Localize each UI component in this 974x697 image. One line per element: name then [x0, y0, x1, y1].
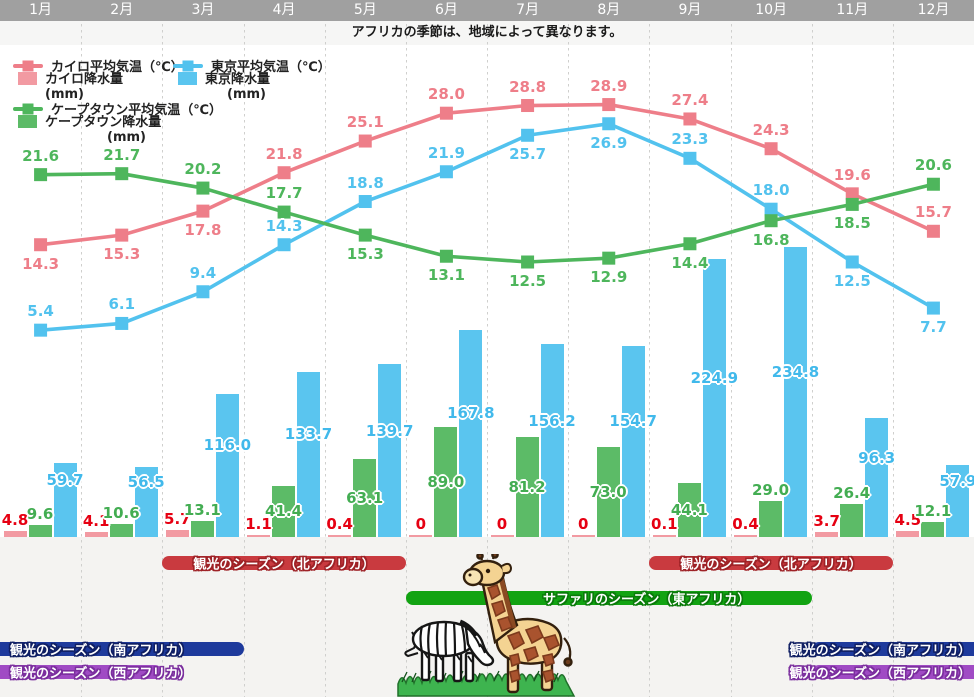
legend-item-capetown-rain: ケープタウン降水量 (mm) — [18, 115, 161, 145]
legend-label: 東京降水量 — [205, 72, 271, 87]
month-label: 9月 — [649, 0, 731, 21]
temp-point-marker — [845, 197, 859, 211]
giraffe-zebra-illustration — [397, 554, 576, 697]
month-gridline — [568, 0, 570, 697]
month-label: 2月 — [81, 0, 163, 21]
legend-label: カイロ平均気温（℃） — [51, 60, 184, 75]
temp-point-marker — [439, 249, 453, 263]
temp-point-marker — [196, 285, 210, 299]
month-label: 8月 — [568, 0, 650, 21]
month-gridline — [892, 0, 894, 697]
temp-point-marker — [34, 168, 48, 182]
temp-point-marker — [34, 323, 48, 337]
cairo-bar-swatch-icon — [18, 72, 37, 85]
temp-point-marker — [277, 205, 291, 219]
month-gridline — [730, 0, 732, 697]
temp-point-marker — [115, 316, 129, 330]
legend-label: ケープタウン降水量 — [45, 115, 162, 130]
month-gridline — [243, 0, 245, 697]
giraffe — [462, 554, 573, 694]
temp-point-marker — [926, 301, 940, 315]
legend-label: カイロ降水量 — [45, 72, 124, 87]
temp-point-marker — [845, 255, 859, 269]
legend-item-cairo-rain: カイロ降水量 (mm) — [18, 72, 123, 102]
month-gridline — [81, 0, 83, 697]
month-label: 4月 — [243, 0, 325, 21]
cairo-line-swatch-icon — [13, 60, 43, 71]
temp-point-marker — [683, 112, 697, 126]
month-label: 7月 — [487, 0, 569, 21]
temp-point-marker — [34, 238, 48, 252]
month-label: 5月 — [324, 0, 406, 21]
temp-point-marker — [683, 151, 697, 165]
month-label: 6月 — [405, 0, 488, 21]
capetown-line-swatch-icon — [13, 103, 43, 114]
legend-item-cairo-temp: カイロ平均気温（℃） — [13, 56, 184, 75]
legend-item-tokyo-rain: 東京降水量 (mm) — [178, 72, 270, 102]
month-label: 12月 — [892, 0, 974, 21]
capetown-bar-swatch-icon — [18, 115, 37, 128]
month-label: 10月 — [730, 0, 812, 21]
legend-item-capetown-temp: ケープタウン平均気温（℃） — [13, 99, 222, 118]
month-gridline — [811, 0, 813, 697]
temp-point-marker — [277, 238, 291, 252]
tokyo-line-swatch-icon — [173, 60, 203, 71]
temp-point-marker — [683, 237, 697, 251]
temp-point-marker — [845, 187, 859, 201]
month-header: 1月 2月 3月 4月 5月 6月 7月 8月 9月 10月 11月 12月 — [0, 0, 974, 21]
legend-unit: (mm) — [45, 87, 84, 102]
temp-point-marker — [764, 142, 778, 156]
month-label: 11月 — [811, 0, 893, 21]
legend-unit: (mm) — [107, 130, 146, 145]
month-gridline — [324, 0, 326, 697]
temp-point-marker — [358, 228, 372, 242]
temp-point-marker — [602, 251, 616, 265]
temp-point-marker — [521, 255, 535, 269]
temp-point-marker — [439, 165, 453, 179]
temp-line — [40, 121, 935, 332]
temp-point-marker — [196, 181, 210, 195]
legend-label: ケープタウン平均気温（℃） — [51, 103, 222, 118]
chart-subtitle: アフリカの季節は、地域によって異なります。 — [0, 21, 974, 45]
temp-point-marker — [602, 98, 616, 112]
legend-label: 東京平均気温（℃） — [211, 60, 331, 75]
tokyo-bar-swatch-icon — [178, 72, 197, 85]
month-gridline — [649, 0, 651, 697]
temp-point-marker — [602, 117, 616, 131]
temp-point-marker — [439, 106, 453, 120]
temp-point-marker — [277, 166, 291, 180]
temp-point-marker — [358, 195, 372, 209]
temp-point-marker — [196, 204, 210, 218]
temp-point-marker — [115, 228, 129, 242]
temp-line — [40, 171, 934, 264]
temp-line — [40, 102, 935, 247]
month-gridline — [487, 0, 488, 697]
legend-item-tokyo-temp: 東京平均気温（℃） — [173, 56, 331, 75]
temp-point-marker — [521, 128, 535, 142]
temp-point-marker — [764, 214, 778, 228]
temp-point-marker — [764, 202, 778, 216]
temp-point-marker — [926, 224, 940, 238]
temp-point-marker — [926, 177, 940, 191]
month-label: 1月 — [0, 0, 82, 21]
zebra — [404, 619, 495, 683]
temp-point-marker — [521, 99, 535, 113]
month-label: 3月 — [162, 0, 244, 21]
temp-point-marker — [115, 167, 129, 181]
month-gridline — [405, 0, 407, 697]
month-gridline — [162, 0, 164, 697]
legend-unit: (mm) — [227, 87, 266, 102]
temp-point-marker — [358, 134, 372, 148]
